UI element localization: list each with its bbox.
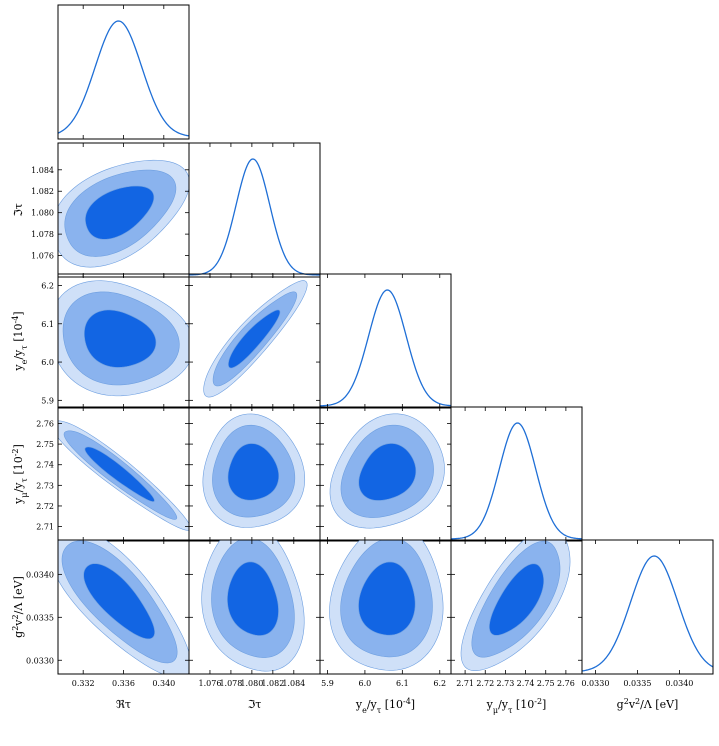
y-tick-label: 1.080 [31, 209, 54, 218]
x-axis-label-2: ye/yτ [10-4] [355, 697, 415, 715]
panel-3-1 [188, 406, 321, 542]
y-tick-label: 2.74 [36, 461, 54, 470]
y-tick-label: 1.082 [31, 187, 54, 196]
x-tick-label: 1.080 [240, 679, 263, 688]
panel-3-0: 2.71 2.72 2.73 2.74 2.75 2.76 [36, 406, 190, 542]
x-tick-label: 0.340 [152, 679, 175, 688]
y-tick-label: 6.0 [41, 358, 54, 367]
x-tick-label: 2.73 [497, 679, 515, 688]
panel-frame [57, 4, 190, 140]
x-axis-label-3: yμ/yτ [10-2] [486, 697, 547, 715]
contour-68-3-1 [227, 443, 280, 501]
x-tick-label: 0.336 [112, 679, 135, 688]
y-axis-label-4: g2v2/Λ [eV] [11, 576, 26, 638]
panel-2-0: 5.9 6.0 6.1 6.2 [41, 273, 190, 409]
x-tick-label: 5.9 [321, 679, 334, 688]
panel-3-2 [319, 406, 452, 542]
contour-68-4-3 [489, 563, 545, 636]
x-axis-label-4: g2v2/Λ [eV] [617, 697, 679, 712]
marginal-curve-1 [189, 158, 320, 276]
x-tick-label: 2.75 [537, 679, 555, 688]
x-tick-label: 0.0330 [581, 679, 609, 688]
x-tick-label: 2.74 [517, 679, 535, 688]
contour-68-4-1 [227, 561, 279, 636]
panel-3-3 [450, 406, 583, 542]
y-tick-label: 1.084 [31, 166, 54, 175]
contour-68-3-0 [84, 446, 155, 502]
panel-frame [581, 539, 714, 675]
marginal-curve-3 [451, 422, 582, 540]
y-axis-label-3: yμ/yτ [10-2] [11, 444, 29, 505]
panel-4-4: 0.0330 0.0335 0.0340 [581, 539, 714, 688]
panel-frame [450, 406, 583, 542]
panel-4-2: 5.9 6.0 6.1 6.2 [319, 539, 452, 688]
panel-frame [319, 273, 452, 409]
panel-2-1 [188, 273, 321, 409]
panel-4-3: 2.71 2.72 2.73 2.74 2.75 2.76 [450, 539, 583, 688]
x-axis-label-1: ℑτ [248, 698, 262, 711]
y-tick-label: 6.1 [41, 320, 54, 329]
y-tick-label: 0.0335 [26, 613, 54, 622]
y-tick-label: 5.9 [41, 396, 54, 405]
x-tick-label: 1.084 [282, 679, 305, 688]
contour-68-1-0 [85, 185, 155, 240]
x-tick-label: 6.1 [396, 679, 409, 688]
marginal-curve-4 [582, 555, 713, 672]
x-tick-label: 6.0 [359, 679, 372, 688]
x-tick-label: 1.076 [199, 679, 222, 688]
marginal-curve-2 [320, 289, 451, 407]
contour-68-4-2 [358, 561, 416, 636]
y-tick-label: 2.76 [36, 419, 54, 428]
x-tick-label: 1.082 [261, 679, 284, 688]
y-tick-label: 1.078 [31, 230, 54, 239]
contour-68-2-1 [228, 309, 281, 369]
y-tick-label: 1.076 [31, 252, 54, 261]
x-tick-label: 2.71 [456, 679, 474, 688]
x-tick-label: 0.332 [72, 679, 95, 688]
x-tick-label: 0.0340 [665, 679, 693, 688]
x-tick-label: 2.72 [476, 679, 494, 688]
marginal-curve-0 [58, 20, 189, 137]
y-tick-label: 2.72 [36, 502, 54, 511]
y-axis-label-1: ℑτ [12, 203, 25, 217]
x-tick-label: 0.0335 [623, 679, 651, 688]
contour-68-4-0 [83, 563, 155, 640]
y-tick-label: 2.73 [36, 481, 54, 490]
x-tick-label: 2.76 [557, 679, 575, 688]
y-tick-label: 2.75 [36, 440, 54, 449]
x-axis-label-0: ℜτ [116, 698, 131, 711]
panel-0-0 [57, 4, 190, 140]
panel-frame [188, 142, 321, 278]
y-tick-label: 0.0330 [26, 656, 54, 665]
y-tick-label: 0.0340 [26, 570, 54, 579]
x-tick-label: 6.2 [433, 679, 446, 688]
contour-68-2-0 [84, 309, 157, 368]
x-tick-label: 1.078 [219, 679, 242, 688]
y-axis-label-2: ye/yτ [10-4] [11, 311, 29, 371]
y-tick-label: 2.71 [36, 523, 54, 532]
y-tick-label: 6.2 [41, 281, 54, 290]
contour-68-3-2 [358, 443, 417, 501]
panel-4-0: 0.332 0.336 0.340 0.0330 0.0335 0.0340 [26, 539, 190, 688]
panel-2-2 [319, 273, 452, 409]
panel-1-1 [188, 142, 321, 278]
panel-1-0: 1.076 1.078 1.080 1.082 1.084 [31, 142, 190, 278]
